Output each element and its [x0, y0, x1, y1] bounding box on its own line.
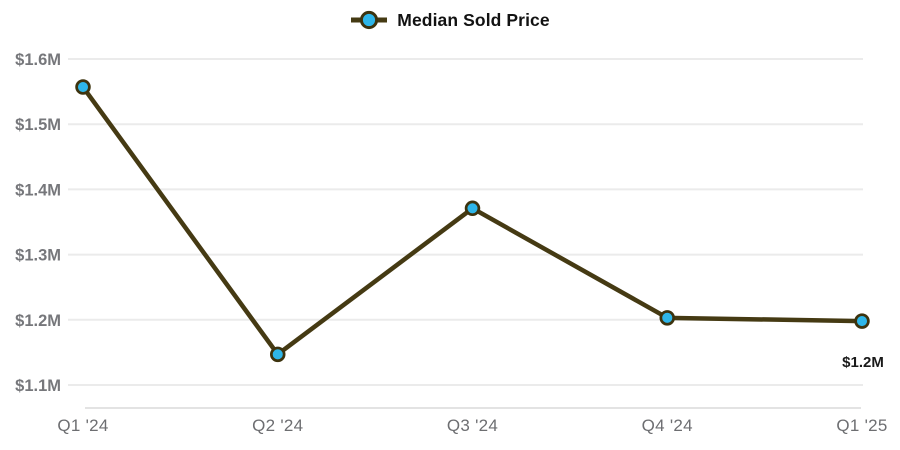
legend-marker-icon	[351, 10, 388, 30]
data-point-marker[interactable]	[854, 313, 870, 329]
chart-legend: Median Sold Price	[0, 8, 900, 32]
x-axis-tick-label: Q1 '24	[57, 416, 108, 435]
legend-series-label: Median Sold Price	[397, 9, 550, 30]
data-point-marker[interactable]	[75, 79, 91, 95]
y-axis-tick-label: $1.4M	[15, 181, 61, 199]
data-point-marker[interactable]	[659, 310, 675, 326]
data-point-marker[interactable]	[270, 346, 286, 363]
y-axis-tick-label: $1.2M	[15, 312, 61, 330]
y-axis-tick-label: $1.6M	[15, 51, 61, 69]
series-line	[80, 84, 865, 357]
data-point-marker[interactable]	[464, 200, 481, 217]
x-axis-tick-label: Q1 '25	[836, 416, 887, 435]
x-axis-tick-label: Q4 '24	[642, 416, 693, 435]
y-axis-tick-label: $1.3M	[15, 247, 61, 265]
y-axis-tick-label: $1.5M	[15, 116, 61, 134]
point-value-annotation: $1.2M	[842, 354, 884, 371]
y-axis-tick-label: $1.1M	[15, 377, 61, 395]
x-axis-tick-label: Q3 '24	[447, 416, 498, 435]
x-axis-tick-label: Q2 '24	[252, 416, 303, 435]
